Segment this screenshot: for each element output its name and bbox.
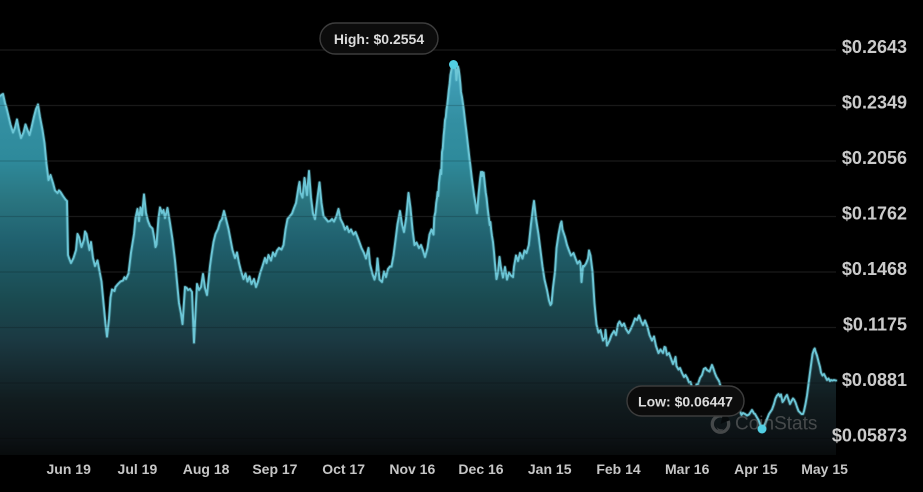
svg-text:Dec 16: Dec 16 bbox=[458, 461, 503, 477]
svg-text:Aug 18: Aug 18 bbox=[183, 461, 230, 477]
svg-text:$0.2349: $0.2349 bbox=[842, 92, 907, 112]
svg-text:Feb 14: Feb 14 bbox=[596, 461, 641, 477]
svg-text:$0.05873: $0.05873 bbox=[832, 425, 907, 445]
svg-text:$0.1175: $0.1175 bbox=[843, 314, 907, 334]
svg-text:$0.1762: $0.1762 bbox=[842, 203, 907, 223]
svg-text:Jun 19: Jun 19 bbox=[47, 461, 92, 477]
svg-text:High: $0.2554: High: $0.2554 bbox=[334, 31, 424, 47]
svg-text:CoinStats: CoinStats bbox=[735, 414, 817, 435]
svg-text:Nov 16: Nov 16 bbox=[389, 461, 435, 477]
svg-text:Sep 17: Sep 17 bbox=[252, 461, 297, 477]
svg-text:Oct 17: Oct 17 bbox=[322, 461, 365, 477]
svg-text:$0.2643: $0.2643 bbox=[842, 37, 907, 57]
svg-text:Jul 19: Jul 19 bbox=[118, 461, 158, 477]
svg-text:Jan 15: Jan 15 bbox=[528, 461, 572, 477]
svg-text:May 15: May 15 bbox=[801, 461, 848, 477]
svg-text:Low: $0.06447: Low: $0.06447 bbox=[638, 394, 733, 410]
svg-text:Mar 16: Mar 16 bbox=[665, 461, 710, 477]
svg-text:$0.0881: $0.0881 bbox=[842, 370, 907, 390]
svg-text:$0.2056: $0.2056 bbox=[842, 148, 907, 168]
svg-text:$0.1468: $0.1468 bbox=[842, 259, 907, 279]
svg-text:Apr 15: Apr 15 bbox=[734, 461, 778, 477]
